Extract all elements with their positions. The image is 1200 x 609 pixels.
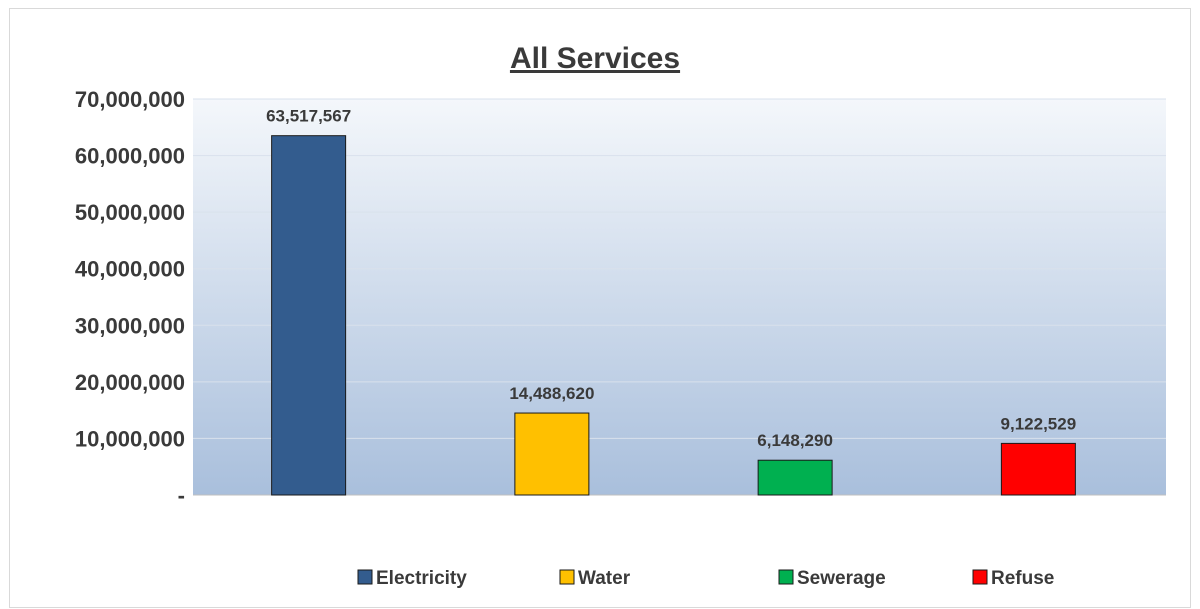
legend-swatch [778,569,794,585]
plot-area [193,99,1166,495]
legend-entry: Electricity [376,568,467,589]
y-tick-label: 20,000,000 [75,370,185,395]
bar-value-labels: 63,517,567 14,488,620 6,148,290 9,122,529 [266,107,1076,451]
bar-refuse [1000,442,1076,496]
bar-water [514,412,590,496]
legend-swatch [559,569,575,585]
legend-entry: Refuse [991,568,1054,589]
bar-value-label: 6,148,290 [757,431,833,450]
bar-value-label: 14,488,620 [509,384,594,403]
bar-electricity [271,135,347,496]
y-tick-label: - [178,483,185,508]
y-tick-label: 50,000,000 [75,200,185,225]
y-tick-label: 30,000,000 [75,313,185,338]
gridlines [193,98,1166,439]
y-tick-label: 10,000,000 [75,426,185,451]
y-tick-label: 60,000,000 [75,144,185,169]
bar-value-label: 63,517,567 [266,107,351,126]
legend-swatch [357,569,373,585]
bars [271,135,1076,496]
bar-value-label: 9,122,529 [1001,414,1077,433]
chart-title: All Services [510,42,680,75]
legend: Electricity Water Sewerage Refuse [357,568,1054,589]
legend-entry: Sewerage [797,568,886,589]
bar-sewerage [757,459,833,496]
y-tick-label: 70,000,000 [75,87,185,112]
y-axis-ticks: - 10,000,000 20,000,000 30,000,000 40,000,00… [75,87,185,508]
y-tick-label: 40,000,000 [75,257,185,282]
legend-entry: Water [578,568,631,589]
legend-swatch [972,569,988,585]
